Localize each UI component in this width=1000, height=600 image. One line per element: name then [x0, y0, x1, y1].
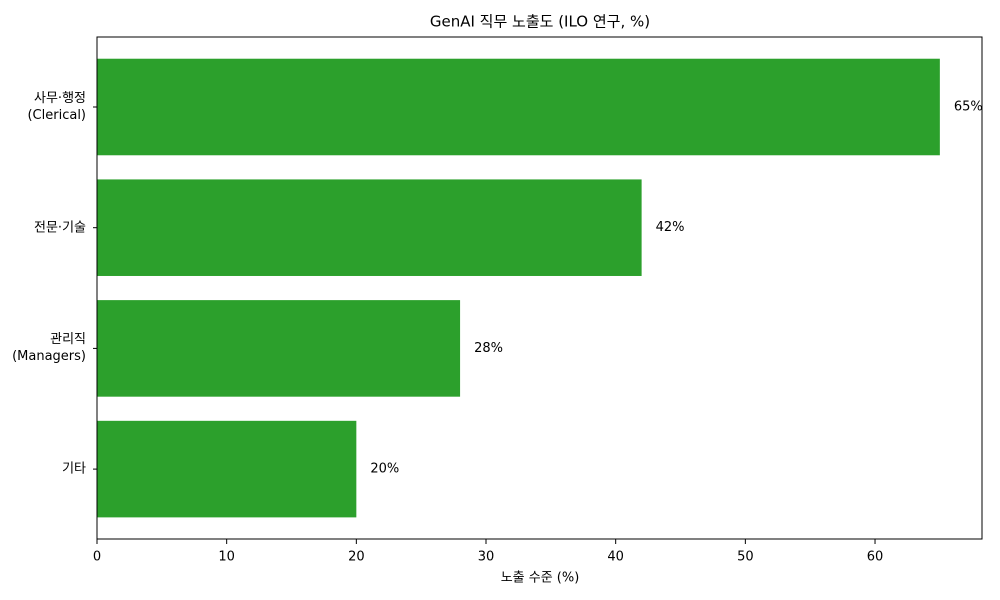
bar: [97, 179, 642, 276]
x-axis-label: 노출 수준 (%): [501, 571, 580, 586]
chart-title: GenAI 직무 노출도 (ILO 연구, %): [430, 13, 650, 31]
y-tick-label: 사무·행정 (Clerical): [27, 91, 86, 123]
x-tick-label: 20: [348, 550, 365, 565]
y-tick-label: 전문·기술: [34, 220, 86, 236]
value-label: 42%: [656, 220, 685, 235]
value-label: 65%: [954, 100, 983, 115]
value-label: 28%: [474, 341, 503, 356]
plot-frame: [96, 36, 983, 540]
x-tick-label: 50: [737, 550, 754, 565]
bar: [97, 300, 461, 397]
x-tick-label: 60: [867, 550, 884, 565]
x-tick-label: 10: [218, 550, 235, 565]
y-tick-label: 관리직 (Managers): [12, 332, 86, 365]
bar: [97, 58, 940, 156]
bar: [97, 420, 357, 518]
value-label: 20%: [370, 462, 399, 477]
x-tick-label: 30: [478, 550, 495, 565]
x-tick-label: 0: [93, 550, 101, 565]
y-tick-label: 기타: [62, 461, 86, 477]
x-tick-label: 40: [607, 550, 624, 565]
